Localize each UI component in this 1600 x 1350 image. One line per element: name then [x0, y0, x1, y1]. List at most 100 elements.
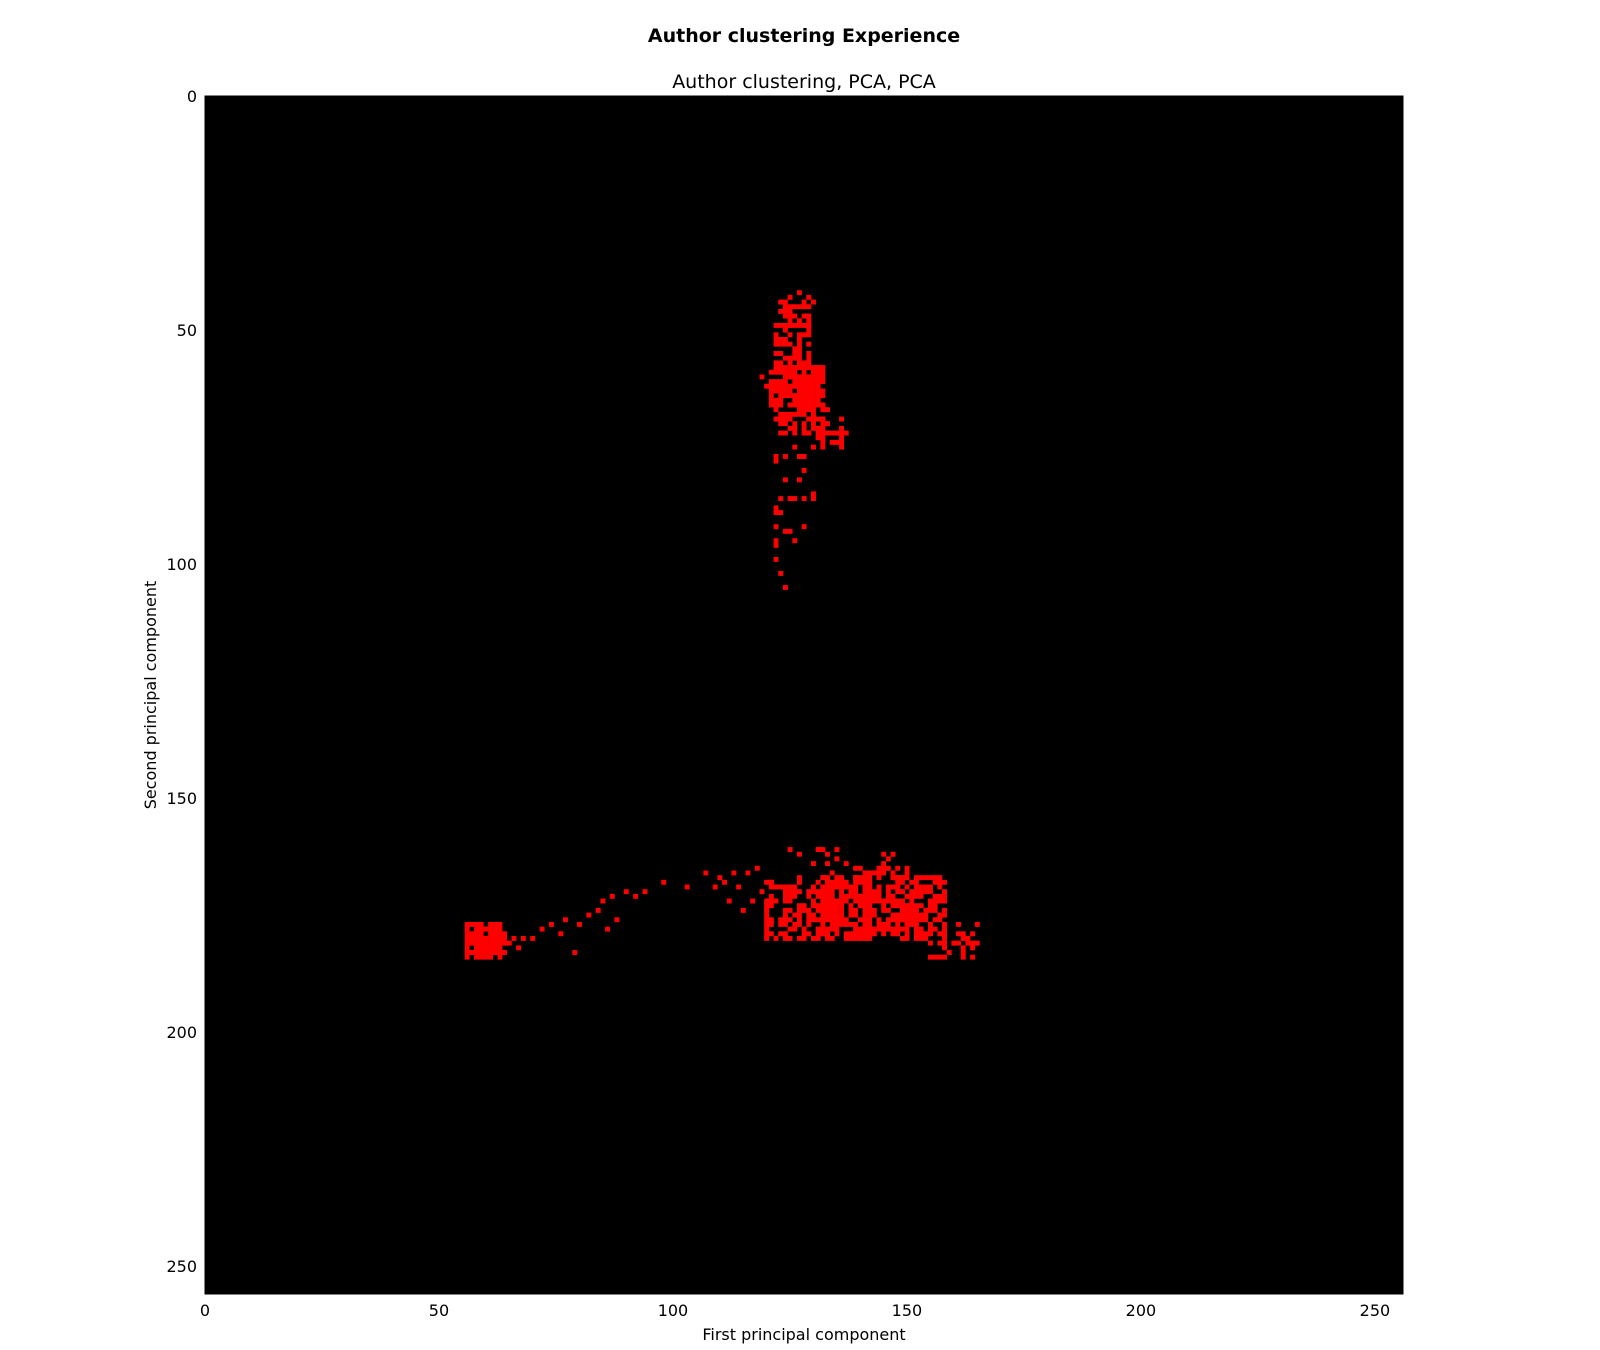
data-point — [811, 383, 816, 389]
data-point — [834, 879, 840, 885]
data-point — [904, 936, 910, 941]
data-point — [778, 308, 784, 314]
data-point — [801, 496, 807, 502]
x-axis-label: First principal component — [702, 1325, 905, 1344]
data-point — [871, 893, 877, 899]
data-point — [806, 313, 812, 319]
data-point — [768, 397, 774, 403]
data-point — [806, 921, 812, 927]
data-point — [909, 921, 915, 927]
data-point — [853, 893, 859, 899]
y-tick-label: 200 — [166, 1023, 197, 1042]
data-point — [942, 931, 947, 937]
data-point — [492, 921, 498, 927]
data-point — [839, 921, 845, 927]
data-point — [825, 875, 830, 881]
data-point — [843, 430, 849, 436]
data-point — [923, 931, 929, 937]
data-point — [895, 865, 901, 871]
data-point — [796, 379, 802, 385]
data-point — [801, 379, 807, 385]
data-point — [806, 917, 812, 923]
data-point — [773, 360, 779, 366]
data-point — [848, 884, 854, 890]
data-point — [862, 889, 868, 895]
data-point — [843, 893, 849, 899]
data-point — [787, 294, 793, 300]
data-point — [792, 355, 798, 361]
data-point — [862, 903, 868, 909]
data-point — [502, 936, 508, 941]
data-point — [820, 847, 826, 852]
data-point — [778, 421, 784, 427]
data-point — [843, 861, 849, 867]
data-point — [834, 430, 840, 436]
data-point — [811, 393, 816, 399]
data-point — [792, 538, 798, 544]
data-point — [801, 903, 807, 909]
data-point — [853, 889, 859, 895]
data-point — [768, 903, 774, 909]
data-point — [839, 903, 845, 909]
data-point — [778, 365, 784, 370]
data-point — [478, 950, 484, 955]
data-point — [815, 365, 821, 370]
data-point — [932, 893, 938, 899]
data-point — [881, 931, 887, 937]
data-point — [806, 322, 812, 328]
data-point — [782, 308, 788, 314]
data-point — [806, 351, 812, 356]
data-point — [928, 889, 933, 895]
data-point — [834, 917, 840, 923]
data-point — [806, 318, 812, 324]
data-point — [834, 898, 840, 904]
data-point — [796, 304, 802, 310]
data-point — [778, 917, 784, 923]
data-point — [811, 861, 816, 867]
data-point — [806, 294, 812, 300]
data-point — [867, 907, 873, 913]
y-tick-label: 100 — [166, 555, 197, 574]
data-point — [801, 454, 807, 459]
data-point — [778, 921, 784, 927]
data-point — [862, 884, 868, 890]
data-point — [806, 341, 812, 347]
data-point — [764, 931, 770, 937]
data-point — [932, 879, 938, 885]
data-point — [796, 388, 802, 394]
data-point — [577, 921, 582, 927]
data-point — [890, 851, 896, 857]
data-point — [796, 332, 802, 338]
data-point — [773, 322, 779, 328]
data-point — [796, 936, 802, 941]
data-point — [885, 893, 891, 899]
x-tick-label: 150 — [892, 1301, 923, 1320]
data-point — [862, 921, 868, 927]
data-point — [768, 898, 774, 904]
data-point — [782, 917, 788, 923]
data-point — [782, 327, 788, 333]
data-point — [801, 468, 807, 473]
data-point — [764, 936, 770, 941]
data-point — [782, 893, 788, 899]
data-point — [820, 421, 826, 427]
data-point — [895, 879, 901, 885]
data-point — [483, 945, 489, 951]
data-point — [801, 299, 807, 305]
data-point — [904, 912, 910, 918]
data-point — [488, 936, 494, 941]
data-point — [899, 903, 905, 909]
data-point — [792, 369, 798, 375]
data-point — [773, 351, 779, 356]
data-point — [923, 889, 929, 895]
data-point — [909, 912, 915, 918]
data-point — [848, 889, 854, 895]
data-point — [825, 407, 830, 413]
data-point — [815, 879, 821, 885]
data-point — [782, 585, 788, 590]
data-point — [909, 907, 915, 913]
data-point — [712, 884, 718, 890]
data-point — [829, 936, 835, 941]
data-point — [853, 921, 859, 927]
data-point — [548, 921, 554, 927]
